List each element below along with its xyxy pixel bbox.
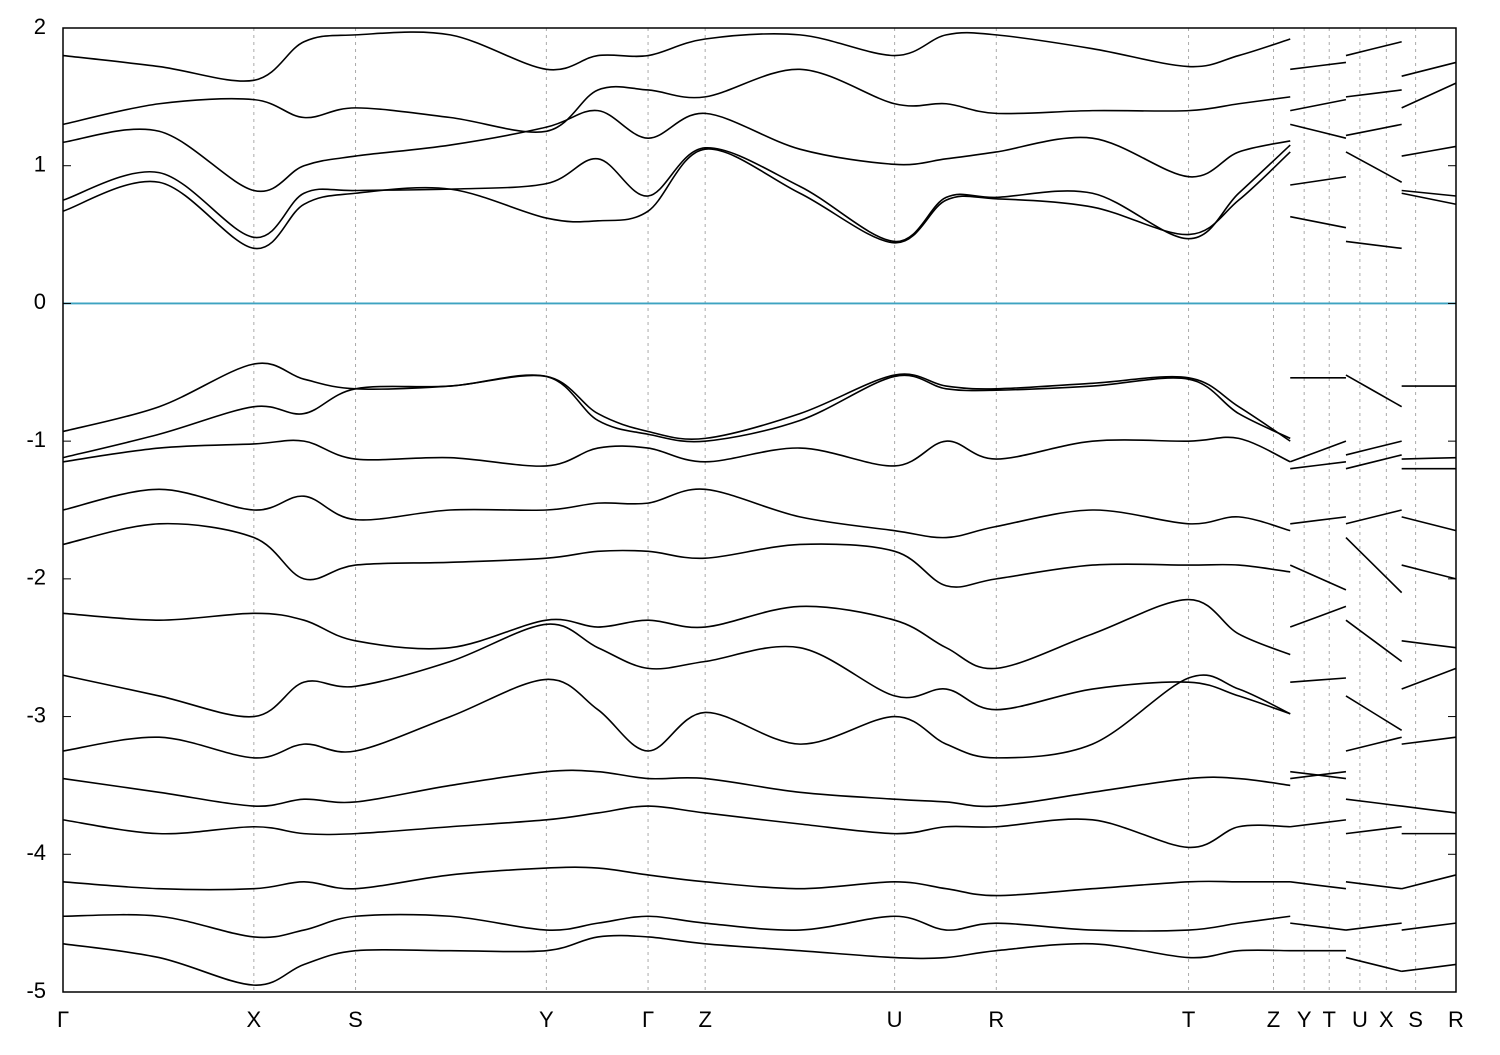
band-line xyxy=(62,934,1457,986)
x-tick-label: X xyxy=(246,1007,261,1032)
x-tick-label: Y xyxy=(1297,1007,1312,1032)
x-tick-label: Y xyxy=(539,1007,554,1032)
band-line xyxy=(62,913,1457,939)
y-tick-label: 2 xyxy=(34,14,46,39)
band-line xyxy=(62,866,1457,897)
x-tick-label: S xyxy=(348,1007,363,1032)
y-tick-label: -4 xyxy=(26,840,46,865)
y-tick-label: -3 xyxy=(26,702,46,727)
x-tick-label: Z xyxy=(1267,1007,1280,1032)
x-tick-label: U xyxy=(887,1007,903,1032)
x-tick-label: U xyxy=(1352,1007,1368,1032)
y-tick-label: 1 xyxy=(34,152,46,177)
band-line xyxy=(62,522,1457,594)
band-line xyxy=(62,362,1456,442)
y-tick-label: -5 xyxy=(26,978,46,1003)
band-line xyxy=(62,148,1457,250)
x-tick-label: R xyxy=(988,1007,1004,1032)
x-tick-label: Γ xyxy=(642,1007,654,1032)
band-line xyxy=(62,31,1457,82)
band-line xyxy=(62,805,1456,849)
axis-labels: 210-1-2-3-4-5Γ X S Y Γ Z U R T Z Y T U X S R xyxy=(26,14,1464,1032)
band-line xyxy=(62,436,1456,470)
y-tick-label: -1 xyxy=(26,427,46,452)
band-line xyxy=(62,68,1457,133)
band-line xyxy=(62,769,1457,814)
x-tick-label: T xyxy=(1323,1007,1336,1032)
x-tick-label: X xyxy=(1379,1007,1394,1032)
x-tick-label: S xyxy=(1408,1007,1423,1032)
y-tick-label: 0 xyxy=(34,289,46,314)
band-line xyxy=(62,623,1457,732)
x-tick-label: T xyxy=(1182,1007,1195,1032)
band-line xyxy=(62,488,1457,539)
y-tick-label: -2 xyxy=(26,565,46,590)
x-tick-label: Γ xyxy=(57,1007,69,1032)
plot-frame xyxy=(62,27,1457,993)
x-tick-label: Z xyxy=(698,1007,711,1032)
grid xyxy=(253,28,1417,992)
band-line xyxy=(62,144,1457,243)
x-tick-label: R xyxy=(1448,1007,1464,1032)
band-line xyxy=(62,674,1457,780)
bands xyxy=(62,31,1457,986)
band-line xyxy=(62,109,1457,193)
band-line xyxy=(62,598,1457,670)
band-line xyxy=(62,374,1457,463)
